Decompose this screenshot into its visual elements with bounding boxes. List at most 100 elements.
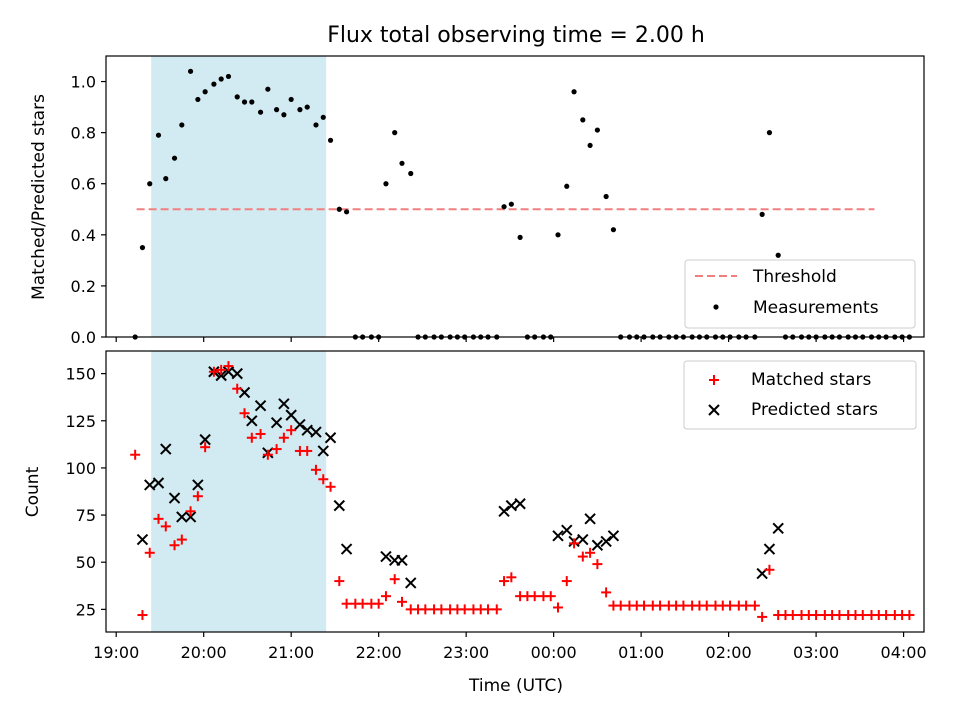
count-x-ticks: 19:00 20:00 21:00 22:00 23:00 00:00 01:00 02:00… bbox=[93, 632, 927, 662]
measurement-point bbox=[187, 68, 194, 74]
matched-star-point bbox=[459, 604, 470, 615]
measurement-point bbox=[195, 96, 201, 103]
predicted-star-point bbox=[333, 499, 346, 512]
measurement-point bbox=[273, 107, 280, 113]
measurement-point bbox=[171, 155, 178, 161]
measurements-legend-label: Measurements bbox=[753, 298, 879, 318]
predicted-star-point bbox=[152, 477, 165, 489]
matched-star-point bbox=[436, 604, 447, 615]
matched-star-point bbox=[216, 364, 227, 375]
chart-title: Flux total observing time = 2.00 h bbox=[327, 23, 705, 48]
measurement-point bbox=[517, 234, 523, 240]
measurement-point bbox=[603, 193, 609, 200]
matched-star-point bbox=[262, 449, 273, 460]
measurement-point bbox=[501, 204, 507, 210]
measurement-point bbox=[218, 76, 224, 82]
y-tick-label: 0.0 bbox=[71, 328, 96, 347]
x-tick-label: 03:00 bbox=[793, 643, 839, 662]
measurement-point bbox=[179, 122, 185, 128]
matched-star-point bbox=[130, 449, 141, 460]
predicted-star-point bbox=[254, 399, 267, 412]
measurement-point bbox=[587, 142, 593, 149]
matched-star-point bbox=[341, 598, 352, 609]
matched-legend-label: Matched stars bbox=[751, 370, 871, 390]
matched-star-point bbox=[577, 551, 588, 562]
measurement-point bbox=[594, 127, 600, 133]
measurement-point bbox=[249, 99, 255, 105]
ratio-panel: 0.0 0.2 0.4 0.6 0.8 1.0 Matched/Predicted sta… bbox=[29, 55, 925, 347]
count-plot-frame bbox=[105, 350, 925, 633]
predicted-star-point bbox=[222, 366, 235, 378]
ratio-shaded-interval bbox=[151, 56, 327, 337]
count-legend: Matched stars Predicted stars bbox=[683, 360, 917, 430]
matched-star-point bbox=[271, 444, 282, 455]
observing-window-shade bbox=[151, 351, 327, 632]
predicted-star-point bbox=[294, 418, 306, 431]
threshold-legend-label: Threshold bbox=[752, 267, 837, 287]
x-tick-label: 04:00 bbox=[881, 643, 927, 662]
matched-star-point bbox=[701, 600, 712, 611]
measurement-point bbox=[257, 109, 264, 115]
predicted-star-point bbox=[199, 433, 211, 446]
x-tick-label: 02:00 bbox=[706, 643, 752, 662]
matched-star-point bbox=[483, 604, 494, 615]
x-tick-label: 00:00 bbox=[531, 643, 577, 662]
measurement-point bbox=[265, 86, 271, 92]
matched-star-point bbox=[615, 600, 626, 611]
predicted-star-point bbox=[396, 554, 408, 567]
predicted-star-point bbox=[340, 543, 353, 555]
matched-star-point bbox=[601, 587, 612, 598]
matched-star-point bbox=[592, 559, 603, 570]
y-tick-label: 0.8 bbox=[71, 124, 96, 143]
measurement-point bbox=[139, 244, 146, 251]
predicted-star-point bbox=[192, 479, 204, 491]
matched-star-point bbox=[373, 598, 384, 609]
measurement-point bbox=[383, 181, 389, 187]
matched-star-point bbox=[499, 576, 510, 587]
matched-star-point bbox=[318, 474, 329, 485]
matched-star-point bbox=[334, 576, 345, 587]
predicted-star-point bbox=[498, 505, 510, 518]
measurement-point bbox=[392, 130, 398, 136]
matched-star-point bbox=[144, 547, 155, 558]
predicted-star-point bbox=[184, 511, 197, 523]
ratio-legend-box bbox=[684, 259, 916, 329]
matched-star-point bbox=[749, 600, 760, 611]
matched-star-point bbox=[185, 506, 196, 517]
y-tick-label: 75 bbox=[76, 506, 96, 525]
measurement-point bbox=[775, 252, 781, 258]
ratio-y-axis-label: Matched/Predicted stars bbox=[29, 94, 49, 300]
count-y-axis-label: Count bbox=[23, 466, 43, 517]
count-y-ticks: 25 50 75 100 125 150 bbox=[65, 365, 106, 619]
matched-star-point bbox=[639, 600, 650, 611]
x-tick-label: 19:00 bbox=[93, 643, 139, 662]
measurement-point bbox=[147, 181, 153, 187]
matched-star-point bbox=[223, 361, 234, 372]
matched-star-point bbox=[655, 600, 666, 611]
matched-star-point bbox=[169, 540, 180, 551]
y-tick-label: 0.4 bbox=[71, 226, 96, 245]
matched-star-point bbox=[278, 432, 289, 443]
ratio-x-ticks bbox=[115, 337, 905, 342]
measurement-point bbox=[336, 206, 342, 212]
predicted-star-point bbox=[772, 522, 784, 534]
measurement-point bbox=[555, 232, 561, 238]
measurement-point bbox=[759, 211, 765, 217]
predicted-star-point bbox=[136, 533, 149, 546]
x-tick-label: 23:00 bbox=[443, 643, 489, 662]
measurement-point bbox=[571, 89, 577, 95]
predicted-legend-swatch bbox=[708, 404, 720, 416]
y-tick-label: 150 bbox=[65, 365, 96, 384]
predicted-legend-label: Predicted stars bbox=[751, 400, 878, 420]
predicted-star-point bbox=[270, 416, 283, 429]
matched-star-point bbox=[904, 610, 915, 621]
predicted-star-point bbox=[584, 513, 596, 525]
matched-star-point bbox=[569, 538, 580, 549]
matched-star-point bbox=[208, 366, 219, 377]
matched-star-point bbox=[857, 610, 868, 621]
x-tick-label: 21:00 bbox=[268, 643, 314, 662]
matched-star-point bbox=[491, 604, 502, 615]
matched-star-point bbox=[545, 591, 556, 602]
predicted-star-point bbox=[591, 539, 604, 551]
